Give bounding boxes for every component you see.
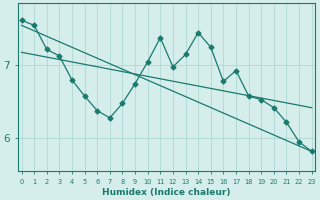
X-axis label: Humidex (Indice chaleur): Humidex (Indice chaleur) bbox=[102, 188, 231, 197]
